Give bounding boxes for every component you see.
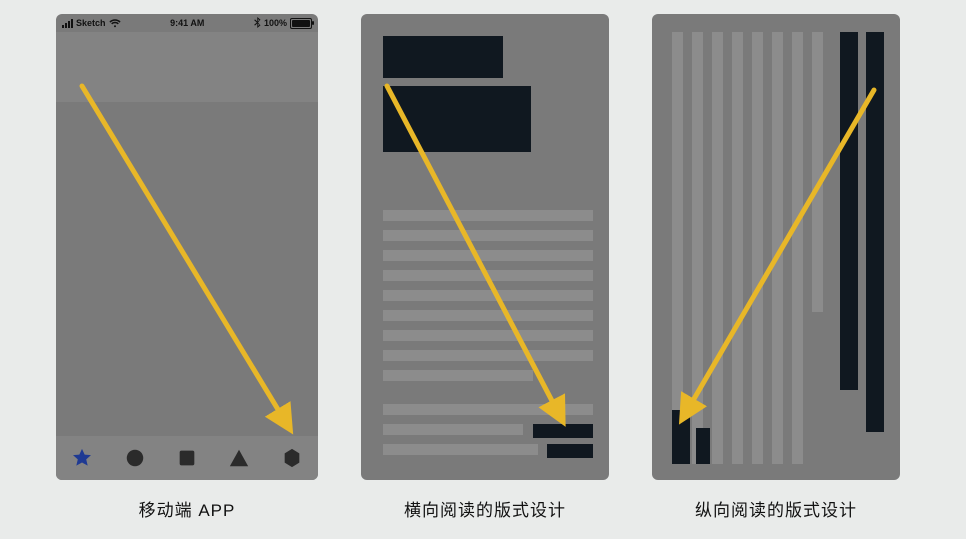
text-column — [712, 32, 723, 464]
panel-mobile-app: Sketch 9:41 AM 100% — [56, 14, 318, 480]
triangle-icon — [228, 447, 250, 469]
content-block — [696, 428, 710, 464]
panel-horizontal-layout — [361, 14, 609, 480]
text-column — [732, 32, 743, 464]
carrier-label: Sketch — [76, 18, 106, 28]
text-line — [383, 330, 593, 341]
text-column — [692, 32, 703, 464]
caption-horizontal: 横向阅读的版式设计 — [361, 496, 609, 521]
signal-icon — [62, 19, 73, 28]
text-line — [383, 210, 593, 221]
text-column — [772, 32, 783, 464]
battery-text: 100% — [264, 18, 287, 28]
circle-icon — [124, 447, 146, 469]
text-line — [383, 310, 593, 321]
content-block — [672, 410, 690, 464]
status-bar-time: 9:41 AM — [170, 18, 204, 28]
text-line — [383, 404, 593, 415]
text-line — [383, 290, 593, 301]
status-bar: Sketch 9:41 AM 100% — [56, 14, 318, 32]
text-line — [383, 444, 538, 455]
content-block — [547, 444, 593, 458]
text-line — [383, 270, 593, 281]
square-icon — [176, 447, 198, 469]
app-header-area — [56, 32, 318, 102]
status-bar-right: 100% — [254, 17, 312, 30]
text-line — [383, 424, 523, 435]
text-column — [672, 32, 683, 464]
text-column — [792, 32, 803, 464]
content-block — [383, 36, 503, 78]
text-line — [383, 230, 593, 241]
diagram-stage: Sketch 9:41 AM 100% — [0, 0, 966, 539]
panel-vertical-layout — [652, 14, 900, 480]
content-block — [866, 32, 884, 432]
text-column — [812, 32, 823, 312]
content-block — [533, 424, 593, 438]
text-line — [383, 350, 593, 361]
wifi-icon — [109, 19, 121, 28]
star-icon — [71, 447, 93, 469]
battery-icon — [290, 18, 312, 29]
hexagon-icon — [281, 447, 303, 469]
content-block — [840, 32, 858, 390]
status-bar-left: Sketch — [62, 18, 121, 28]
text-line — [383, 250, 593, 261]
text-column — [752, 32, 763, 464]
tab-bar — [56, 436, 318, 480]
content-block — [383, 86, 531, 152]
bluetooth-icon — [254, 17, 261, 30]
caption-vertical: 纵向阅读的版式设计 — [652, 496, 900, 521]
caption-mobile: 移动端 APP — [56, 496, 318, 521]
text-line — [383, 370, 533, 381]
